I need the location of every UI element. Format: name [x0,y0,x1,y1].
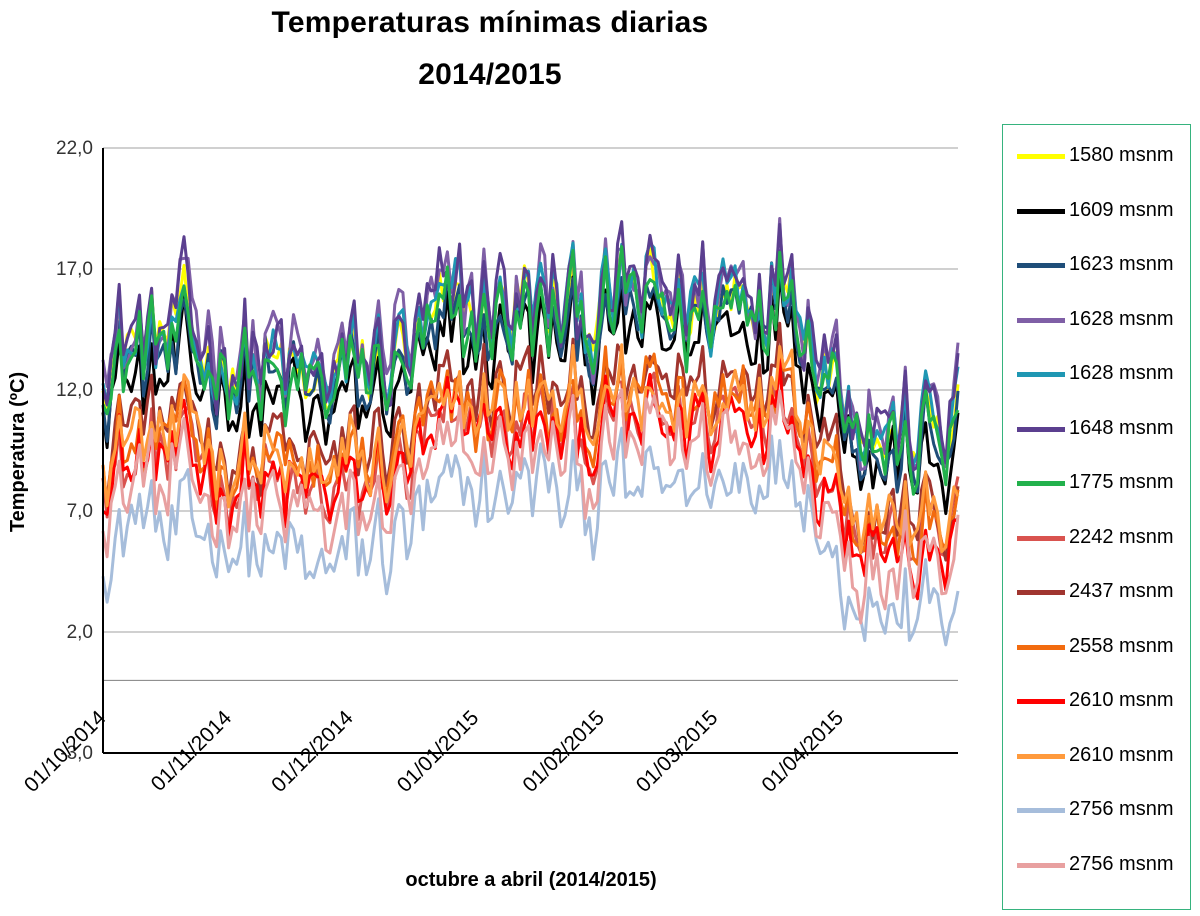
legend-label: 2558 msnm [1069,634,1174,657]
series-line [101,388,960,625]
x-tick-label: 01/01/2015 [393,706,484,797]
legend-label: 2756 msnm [1069,852,1174,875]
x-tick-labels: 01/10/2014 01/11/2014 01/12/2014 01/01/2015… [20,706,848,797]
legend-label: 1775 msnm [1069,471,1174,493]
legend-label: 2242 msnm [1069,525,1174,548]
legend-item: 1580 msnm [1003,141,1192,171]
series-line [101,245,960,496]
legend-label: 1628 msnm [1069,307,1174,330]
legend-item: 2558 msnm [1003,632,1192,662]
chart-title: Temperaturas mínimas diarias [271,6,709,39]
axes [102,148,958,754]
y-tick-label: 12,0 [56,380,93,401]
x-tick-label: 01/02/2015 [518,706,609,797]
chart-subtitle: 2014/2015 [418,58,562,91]
legend-item: 1775 msnm [1003,468,1192,498]
legend-swatch [1017,263,1065,268]
legend-item: 1623 msnm [1003,250,1192,280]
legend-swatch [1017,426,1065,432]
legend-label: 1628 msnm [1069,362,1174,384]
legend-item: 2610 msnm [1003,741,1192,771]
legend-label: 2610 msnm [1069,689,1174,711]
y-tick-label: 22,0 [56,138,93,159]
x-tick-label: 01/11/2014 [147,706,237,796]
legend-swatch [1017,753,1065,759]
legend-item: 1628 msnm [1003,359,1192,389]
legend-item: 2242 msnm [1003,523,1192,553]
legend-swatch [1017,590,1065,595]
legend-item: 1609 msnm [1003,196,1192,226]
chart-canvas: 22,0 17,0 12,0 7,0 2,0 -3,0 01/10/2014 01/11/2… [7,138,960,891]
y-axis-title: Temperatura (ºC) [7,372,29,532]
legend-swatch [1017,154,1065,159]
legend-label: 1623 msnm [1069,253,1174,275]
y-tick-labels: 22,0 17,0 12,0 7,0 2,0 -3,0 [56,138,93,764]
legend-item: 2610 msnm [1003,686,1192,716]
legend-item: 1648 msnm [1003,414,1192,444]
legend: 1580 msnm 1609 msnm 1623 msnm 1628 msnm 1628… [1002,124,1191,910]
x-tick-label: 01/04/2015 [757,706,848,797]
legend-swatch [1017,208,1065,214]
x-axis-title: octubre a abril (2014/2015) [405,869,656,891]
legend-swatch [1017,862,1065,868]
legend-label: 1609 msnm [1069,198,1174,221]
legend-item: 2756 msnm [1003,795,1192,825]
series-line [101,343,960,555]
y-tick-label: 17,0 [56,259,93,280]
legend-swatch [1017,481,1065,486]
legend-swatch [1017,699,1065,704]
y-tick-label: 2,0 [67,622,93,643]
legend-item: 1628 msnm [1003,305,1192,335]
legend-label: 2437 msnm [1069,580,1174,602]
legend-label: 1648 msnm [1069,416,1174,439]
legend-label: 2756 msnm [1069,798,1174,820]
legend-label: 2610 msnm [1069,743,1174,766]
series-lines [101,217,960,647]
x-tick-label: 01/12/2014 [267,706,358,797]
legend-swatch [1017,372,1065,377]
legend-swatch [1017,644,1065,650]
x-tick-label: 01/03/2015 [632,706,723,797]
legend-label: 1580 msnm [1069,144,1174,166]
x-tick-label: 01/10/2014 [20,706,111,797]
legend-swatch [1017,317,1065,323]
y-tick-label: 7,0 [67,501,93,522]
legend-swatch [1017,808,1065,813]
legend-swatch [1017,535,1065,541]
y-tick-label: -3,0 [60,743,93,764]
legend-item: 2756 msnm [1003,850,1192,880]
legend-item: 2437 msnm [1003,577,1192,607]
